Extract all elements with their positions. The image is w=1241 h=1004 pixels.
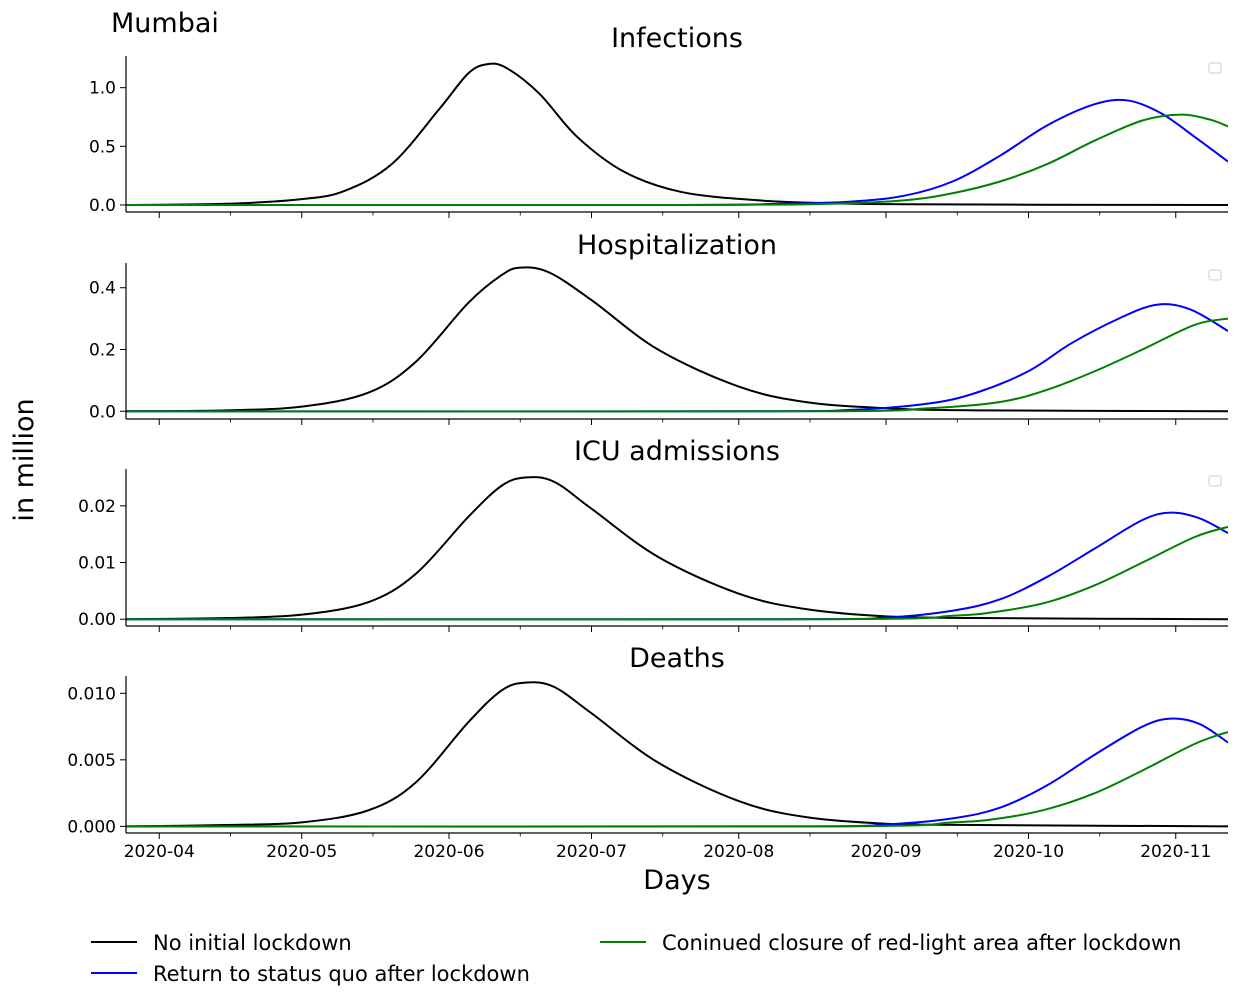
empty-legend-box: [1208, 62, 1222, 74]
y-tick-label: 0.01: [78, 554, 116, 574]
y-tick-label: 0.010: [67, 684, 116, 704]
y-tick-label: 0.02: [78, 497, 116, 517]
series-group: [126, 62, 1228, 207]
x-tick-label: 2020-06: [413, 842, 484, 862]
empty-legend-box: [1208, 269, 1222, 281]
x-axis-label: Days: [643, 865, 710, 896]
series-line-coninued-closure-of-red-light-area-after-lockdown: [126, 730, 1228, 828]
x-tick-label: 2020-05: [266, 842, 337, 862]
panel-title: Hospitalization: [577, 230, 777, 261]
y-tick-label: 0.4: [89, 279, 116, 299]
series-line-return-to-status-quo-after-lockdown: [126, 511, 1228, 621]
y-tick-label: 0.005: [67, 751, 116, 771]
y-tick-label: 0.2: [89, 340, 116, 360]
series-line-coninued-closure-of-red-light-area-after-lockdown: [126, 525, 1228, 621]
panel-infections: Infections 0.0 0.5 1.0: [89, 23, 1228, 218]
x-tick-label: 2020-11: [1140, 842, 1211, 862]
series-line-coninued-closure-of-red-light-area-after-lockdown: [126, 317, 1228, 413]
series-group: [126, 266, 1228, 413]
panel-icu-admissions: ICU admissions 0.00 0.01 0.02: [78, 436, 1228, 632]
legend-label-status-quo: Return to status quo after lockdown: [153, 962, 530, 986]
legend-label-red-light-closure: Coninued closure of red-light area after…: [662, 931, 1182, 955]
series-line-no-initial-lockdown: [126, 266, 1228, 413]
series-line-no-initial-lockdown: [126, 62, 1228, 206]
series-line-return-to-status-quo-after-lockdown: [126, 98, 1228, 207]
y-axis-label: in million: [9, 398, 40, 521]
x-tick-label: 2020-04: [124, 842, 195, 862]
city-label: Mumbai: [111, 8, 219, 39]
x-tick-label: 2020-10: [993, 842, 1064, 862]
panel-title: ICU admissions: [574, 436, 780, 467]
y-tick-label: 0.0: [89, 196, 116, 216]
x-tick-label: 2020-08: [703, 842, 774, 862]
x-tick-label: 2020-07: [556, 842, 627, 862]
series-line-coninued-closure-of-red-light-area-after-lockdown: [126, 113, 1228, 207]
series-group: [126, 476, 1228, 621]
panel-deaths: Deaths 0.000 0.005 0.010 2020-04 2020-05 2020-…: [67, 643, 1228, 862]
panel-title: Infections: [611, 23, 743, 54]
legend: No initial lockdown Return to status quo…: [91, 931, 1182, 986]
panel-title: Deaths: [629, 643, 725, 674]
x-tick-label: 2020-09: [850, 842, 921, 862]
y-tick-label: 0.5: [89, 137, 116, 157]
y-tick-label: 0.00: [78, 610, 116, 630]
empty-legend-box: [1208, 475, 1222, 487]
y-tick-label: 0.000: [67, 817, 116, 837]
series-line-return-to-status-quo-after-lockdown: [126, 303, 1228, 413]
chart-panels: Infections 0.0 0.5 1.0 Hospitalization 0.0 0.2…: [67, 23, 1228, 862]
y-tick-label: 0.0: [89, 402, 116, 422]
legend-label-no-lockdown: No initial lockdown: [153, 931, 352, 955]
series-group: [126, 681, 1228, 828]
y-tick-label: 1.0: [89, 79, 116, 99]
panel-hospitalization: Hospitalization 0.0 0.2 0.4: [89, 230, 1228, 425]
